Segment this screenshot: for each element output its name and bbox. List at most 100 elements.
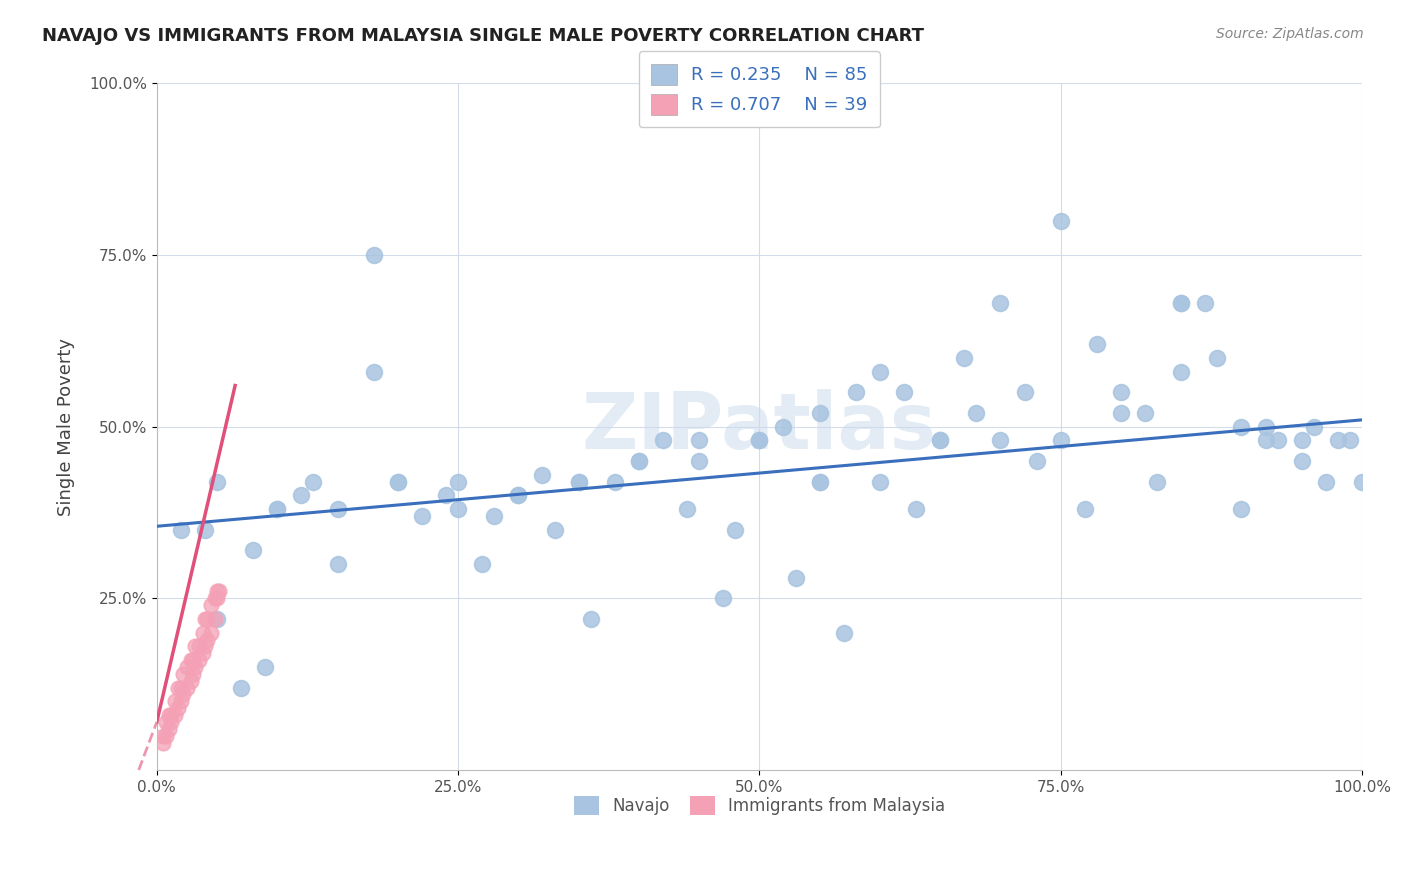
Point [200,599,222,613]
Point [208,584,231,599]
Point [869,365,891,379]
Point [191,625,214,640]
Point [160,714,183,729]
Point [953,351,976,365]
Point [785,571,807,585]
Point [447,475,470,489]
Point [808,475,831,489]
Point [832,625,855,640]
Point [676,502,699,516]
Point [266,502,288,516]
Point [152,735,174,749]
Point [508,488,530,502]
Point [543,523,565,537]
Point [568,475,591,489]
Y-axis label: Single Male Poverty: Single Male Poverty [58,338,75,516]
Point [1291,434,1313,448]
Point [772,419,794,434]
Point [205,584,228,599]
Point [242,543,264,558]
Point [157,722,180,736]
Point [652,434,675,448]
Point [254,660,277,674]
Point [1194,296,1216,310]
Point [167,681,190,695]
Point [990,434,1012,448]
Point [1074,502,1097,516]
Text: ZIPatlas: ZIPatlas [582,389,936,465]
Point [484,508,506,523]
Point [170,523,193,537]
Text: NAVAJO VS IMMIGRANTS FROM MALAYSIA SINGLE MALE POVERTY CORRELATION CHART: NAVAJO VS IMMIGRANTS FROM MALAYSIA SINGL… [42,27,924,45]
Point [1291,454,1313,468]
Point [627,454,650,468]
Legend: Navajo, Immigrants from Malaysia: Navajo, Immigrants from Malaysia [565,788,953,823]
Point [172,688,194,702]
Point [184,660,207,674]
Point [160,708,183,723]
Point [184,640,207,654]
Point [1109,406,1132,420]
Point [326,557,349,571]
Point [180,673,202,688]
Point [1254,419,1277,434]
Point [194,640,217,654]
Point [363,248,385,262]
Point [181,653,204,667]
Point [748,434,770,448]
Point [197,612,219,626]
Point [845,385,868,400]
Point [1267,434,1289,448]
Point [157,708,180,723]
Point [170,681,193,695]
Point [205,591,228,606]
Point [290,488,312,502]
Point [1133,406,1156,420]
Point [1327,434,1350,448]
Point [627,454,650,468]
Point [965,406,987,420]
Point [411,508,433,523]
Point [711,591,734,606]
Point [155,729,177,743]
Point [176,681,198,695]
Point [579,612,602,626]
Point [447,502,470,516]
Point [1254,434,1277,448]
Point [266,502,288,516]
Point [1025,454,1047,468]
Point [194,523,217,537]
Point [181,666,204,681]
Point [167,701,190,715]
Point [387,475,409,489]
Point [1049,213,1071,227]
Point [1302,419,1324,434]
Point [568,475,591,489]
Point [163,708,186,723]
Point [152,729,174,743]
Point [302,475,325,489]
Point [1230,419,1253,434]
Point [531,467,554,482]
Point [1049,434,1071,448]
Point [176,660,198,674]
Text: Source: ZipAtlas.com: Source: ZipAtlas.com [1216,27,1364,41]
Point [869,475,891,489]
Point [471,557,494,571]
Point [808,406,831,420]
Point [1351,475,1374,489]
Point [172,666,194,681]
Point [163,694,186,708]
Point [1146,475,1168,489]
Point [205,612,228,626]
Point [194,612,217,626]
Point [990,296,1012,310]
Point [180,653,202,667]
Point [893,385,915,400]
Point [1339,434,1361,448]
Point [1170,296,1192,310]
Point [197,632,219,647]
Point [1109,385,1132,400]
Point [688,454,710,468]
Point [231,681,253,695]
